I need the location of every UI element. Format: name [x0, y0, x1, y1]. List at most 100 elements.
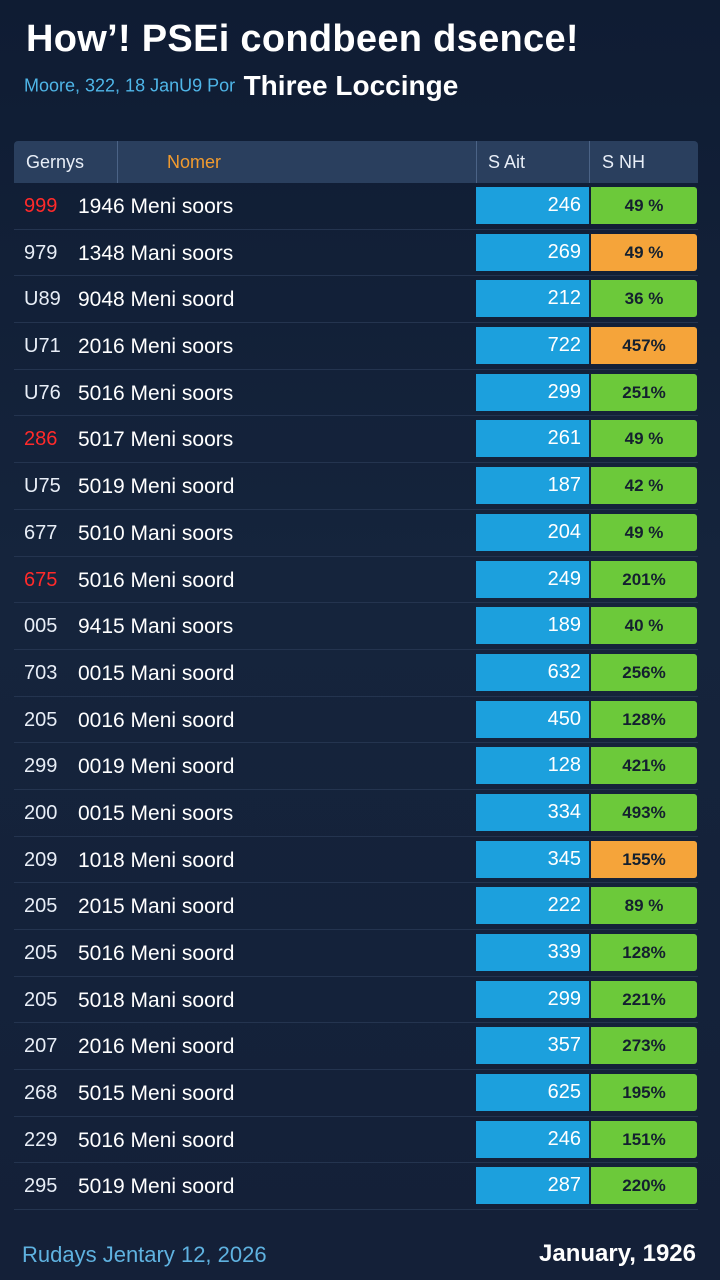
row-name: 5015 Meni soord [78, 1082, 235, 1106]
table-row[interactable]: 205 5016 Meni soord 339 128% [14, 930, 698, 977]
row-id: 205 [24, 942, 58, 964]
row-percent-cell: 49 % [591, 233, 697, 271]
row-amount-cell: 261 [476, 420, 589, 458]
table-row[interactable]: 286 5017 Meni soors 261 49 % [14, 416, 698, 464]
table-row[interactable]: 703 0015 Mani soord 632 256% [14, 650, 698, 697]
row-id: 209 [24, 848, 58, 871]
table-row[interactable]: 677 5010 Mani soors 204 49 % [14, 510, 698, 557]
row-amount-cell: 204 [476, 513, 589, 551]
footer-date-right: January, 1926 [539, 1240, 696, 1267]
column-header-amount[interactable]: S Ait [488, 152, 526, 172]
row-id: 979 [24, 241, 58, 264]
table-row[interactable]: 205 5018 Mani soord 299 221% [14, 977, 698, 1024]
row-percent-cell: 457% [591, 327, 697, 365]
row-amount-cell: 187 [476, 467, 589, 505]
row-amount-cell: 246 [476, 1120, 589, 1158]
table-row[interactable]: 200 0015 Meni soors 334 493% [14, 790, 698, 837]
row-percent-cell: 49 % [591, 420, 697, 458]
table-row[interactable]: 979 1348 Mani soors 269 49 % [14, 230, 698, 277]
row-name: 0016 Meni soord [78, 708, 235, 732]
row-amount-cell: 299 [476, 373, 589, 411]
column-header-nomer[interactable]: Nomer [167, 152, 222, 172]
row-percent-cell: 421% [591, 747, 697, 785]
row-id: 677 [24, 521, 58, 544]
row-name: 5018 Mani soord [78, 988, 235, 1012]
subtitle-heading: Thiree Loccinge [243, 70, 459, 101]
row-id: 299 [24, 755, 58, 778]
row-amount-cell: 249 [476, 560, 589, 598]
table-row[interactable]: 675 5016 Meni soord 249 201% [14, 557, 698, 604]
row-name: 2016 Meni soors [78, 335, 234, 359]
row-id: 207 [24, 1035, 58, 1058]
row-id: 005 [24, 615, 58, 638]
row-id: 999 [24, 195, 58, 217]
row-name: 5016 Meni soord [78, 942, 235, 965]
row-name: 2015 Mani soord [78, 895, 235, 919]
table-row[interactable]: 205 2015 Mani soord 222 89 % [14, 883, 698, 930]
row-name: 5019 Meni soord [78, 1175, 235, 1199]
row-amount-cell: 625 [476, 1074, 589, 1112]
table-row[interactable]: 005 9415 Mani soors 189 40 % [14, 603, 698, 650]
table-body: 999 1946 Meni soors 246 49 % 979 1348 Mani so… [14, 183, 698, 1211]
row-percent-cell: 49 % [591, 513, 697, 551]
row-id: 268 [24, 1082, 58, 1105]
row-name: 2016 Meni soord [78, 1035, 235, 1059]
row-amount-cell: 632 [476, 653, 589, 691]
row-percent-cell: 128% [591, 934, 697, 971]
column-header-gernys[interactable]: Gernys [26, 152, 85, 172]
row-percent-cell: 151% [591, 1120, 697, 1158]
row-percent-cell: 256% [591, 653, 697, 691]
row-percent-cell: 220% [591, 1167, 697, 1205]
row-percent-cell: 155% [591, 840, 697, 878]
row-id: U75 [24, 475, 61, 498]
row-amount-cell: 334 [476, 793, 589, 831]
row-amount-cell: 299 [476, 980, 589, 1018]
column-divider [117, 141, 118, 183]
row-percent-cell: 221% [591, 980, 697, 1018]
row-id: 200 [24, 801, 58, 824]
row-amount-cell: 246 [476, 187, 589, 224]
table-row[interactable]: 229 5016 Meni soord 246 151% [14, 1117, 698, 1164]
row-amount-cell: 212 [476, 280, 589, 318]
data-table: Gernys Nomer S Ait S NH 999 1946 Meni soo… [14, 141, 698, 1211]
table-row[interactable]: 207 2016 Meni soord 357 273% [14, 1023, 698, 1071]
row-name: 5019 Meni soord [78, 475, 235, 499]
row-amount-cell: 269 [476, 233, 589, 271]
row-name: 1348 Mani soors [78, 241, 234, 265]
row-name: 5016 Meni soors [78, 381, 234, 405]
row-name: 5017 Meni soors [78, 428, 234, 452]
table-row[interactable]: 205 0016 Meni soord 450 128% [14, 697, 698, 744]
row-amount-cell: 450 [476, 700, 589, 738]
row-amount-cell: 222 [476, 887, 589, 925]
table-row[interactable]: U89 9048 Meni soord 212 36 % [14, 276, 698, 324]
row-percent-cell: 493% [591, 793, 697, 831]
table-row[interactable]: 999 1946 Meni soors 246 49 % [14, 183, 698, 230]
row-amount-cell: 128 [476, 747, 589, 785]
row-name: 9048 Meni soord [78, 288, 235, 312]
row-percent-cell: 36 % [591, 280, 697, 318]
row-amount-cell: 357 [476, 1027, 589, 1065]
row-amount-cell: 345 [476, 840, 589, 878]
row-amount-cell: 722 [476, 327, 589, 365]
row-percent-cell: 89 % [591, 887, 697, 925]
table-row[interactable]: U71 2016 Meni soors 722 457% [14, 323, 698, 370]
column-header-percent[interactable]: S NH [602, 152, 646, 172]
table-row[interactable]: 268 5015 Meni soord 625 195% [14, 1070, 698, 1117]
row-amount-cell: 287 [476, 1167, 589, 1205]
row-percent-cell: 273% [591, 1027, 697, 1065]
row-id: U76 [24, 381, 61, 404]
row-id: 229 [24, 1128, 58, 1151]
row-id: 205 [24, 708, 58, 731]
row-id: 675 [24, 568, 58, 591]
row-id: U89 [24, 288, 61, 311]
row-percent-cell: 40 % [591, 607, 697, 645]
table-row[interactable]: U76 5016 Meni soors 299 251% [14, 370, 698, 417]
table-row[interactable]: 299 0019 Meni soord 128 421% [14, 743, 698, 790]
row-amount-cell: 189 [476, 607, 589, 645]
table-row[interactable]: U75 5019 Meni soord 187 42 % [14, 463, 698, 510]
table-row[interactable]: 295 5019 Meni soord 287 220% [14, 1163, 698, 1211]
row-id: 205 [24, 988, 58, 1011]
page-title: How’! PSEi condbeen dsence! [26, 18, 579, 60]
table-row[interactable]: 209 1018 Meni soord 345 155% [14, 837, 698, 884]
